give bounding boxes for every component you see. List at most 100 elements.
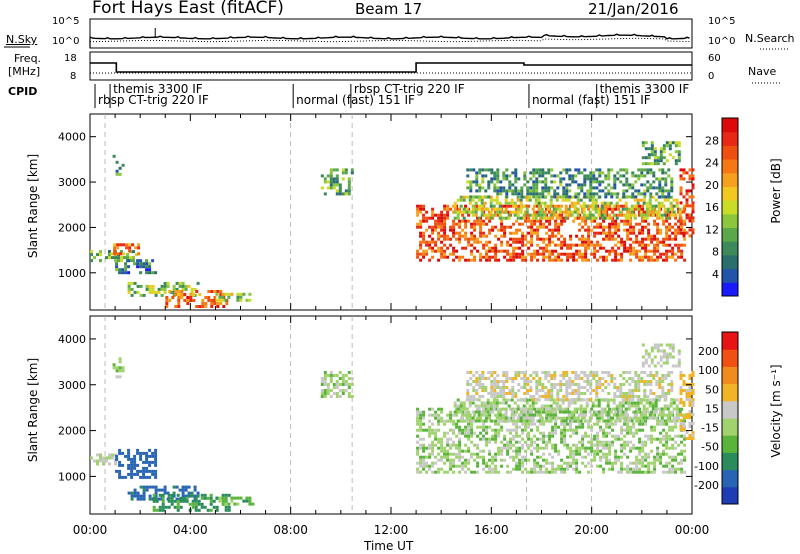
heatmap-cell [344, 192, 348, 196]
heatmap-cell [488, 258, 492, 262]
heatmap-cell [653, 246, 657, 250]
heatmap-cell [118, 369, 122, 373]
heatmap-cell [565, 398, 569, 401]
heatmap-cell [566, 255, 570, 259]
heatmap-cell [329, 171, 333, 175]
heatmap-cell [626, 428, 630, 432]
heatmap-cell [566, 464, 570, 468]
heatmap-cell [440, 440, 444, 444]
heatmap-cell [559, 180, 563, 184]
heatmap-cell [166, 281, 170, 285]
heatmap-cell [452, 252, 456, 256]
heatmap-cell [341, 377, 345, 380]
heatmap-cell [562, 192, 566, 196]
heatmap-cell [540, 210, 544, 214]
heatmap-cell [606, 216, 610, 220]
heatmap-cell [647, 470, 651, 474]
heatmap-cell [632, 443, 636, 447]
heatmap-cell [506, 204, 510, 208]
heatmap-cell [642, 213, 646, 217]
heatmap-cell [130, 469, 134, 473]
heatmap-cell [583, 392, 587, 395]
heatmap-cell [142, 293, 146, 297]
heatmap-cell [662, 449, 666, 453]
heatmap-cell [585, 401, 589, 405]
heatmap-cell [446, 255, 450, 259]
heatmap-cell [547, 374, 551, 377]
heatmap-cell [647, 434, 651, 438]
heatmap-cell [139, 475, 143, 479]
heatmap-cell [641, 458, 645, 462]
heatmap-cell [338, 395, 342, 398]
heatmap-cell [670, 177, 674, 181]
heatmap-cell [486, 207, 490, 211]
heatmap-cell [653, 237, 657, 241]
heatmap-cell [593, 234, 597, 238]
heatmap-cell [588, 210, 592, 214]
heatmap-cell [639, 198, 643, 202]
heatmap-cell [458, 219, 462, 223]
heatmap-cell [677, 352, 681, 356]
heatmap-cell [239, 295, 243, 299]
heatmap-cell [465, 416, 469, 420]
heatmap-cell [594, 207, 598, 211]
heatmap-cell [594, 198, 598, 202]
heatmap-cell [320, 389, 324, 392]
heatmap-cell [650, 349, 654, 353]
heatmap-cell [496, 374, 500, 377]
heatmap-cell [507, 398, 511, 402]
heatmap-cell [649, 195, 653, 199]
heatmap-cell [612, 213, 616, 217]
heatmap-cell [108, 253, 111, 257]
heatmap-cell [419, 210, 423, 214]
heatmap-cell [601, 189, 605, 193]
heatmap-cell [437, 407, 441, 411]
heatmap-cell [656, 222, 660, 226]
heatmap-cell [545, 231, 549, 235]
heatmap-cell [668, 355, 672, 359]
heatmap-cell [644, 455, 648, 459]
heatmap-cell [575, 467, 579, 471]
heatmap-cell [665, 144, 669, 148]
heatmap-cell [608, 407, 612, 411]
heatmap-cell [569, 246, 573, 250]
heatmap-cell [547, 371, 551, 374]
heatmap-cell [626, 219, 630, 223]
heatmap-cell [440, 455, 444, 459]
heatmap-cell [656, 437, 660, 441]
heatmap-cell [602, 419, 606, 423]
heatmap-cell [467, 219, 471, 223]
heatmap-cell [560, 234, 564, 238]
heatmap-cell [623, 422, 627, 426]
heatmap-cell [154, 463, 158, 467]
heatmap-cell [425, 243, 429, 247]
heatmap-cell [499, 192, 503, 196]
heatmap-cell [224, 505, 228, 509]
heatmap-cell [552, 413, 556, 417]
heatmap-cell [593, 449, 597, 453]
heatmap-cell [616, 171, 620, 175]
heatmap-cell [626, 425, 630, 429]
heatmap-cell [688, 392, 692, 395]
cpid-label-4: normal (fast) 151 IF [532, 93, 651, 107]
heatmap-cell [671, 443, 675, 447]
heatmap-cell [542, 410, 546, 414]
heatmap-cell [566, 467, 570, 471]
heatmap-cell [491, 455, 495, 459]
heatmap-cell [485, 243, 489, 247]
heatmap-cell [565, 189, 569, 193]
heatmap-cell [148, 454, 152, 458]
heatmap-cell [437, 470, 441, 474]
heatmap-cell [591, 201, 595, 205]
heatmap-cell [449, 410, 453, 414]
heatmap-cell [551, 407, 555, 411]
heatmap-cell [584, 246, 588, 250]
heatmap-cell [181, 494, 185, 498]
heatmap-cell [523, 383, 527, 386]
heatmap-cell [652, 174, 656, 178]
heatmap-cell [434, 428, 438, 432]
heatmap-cell [584, 237, 588, 241]
heatmap-cell [513, 204, 517, 208]
heatmap-cell [647, 461, 651, 465]
heatmap-cell [419, 225, 423, 229]
